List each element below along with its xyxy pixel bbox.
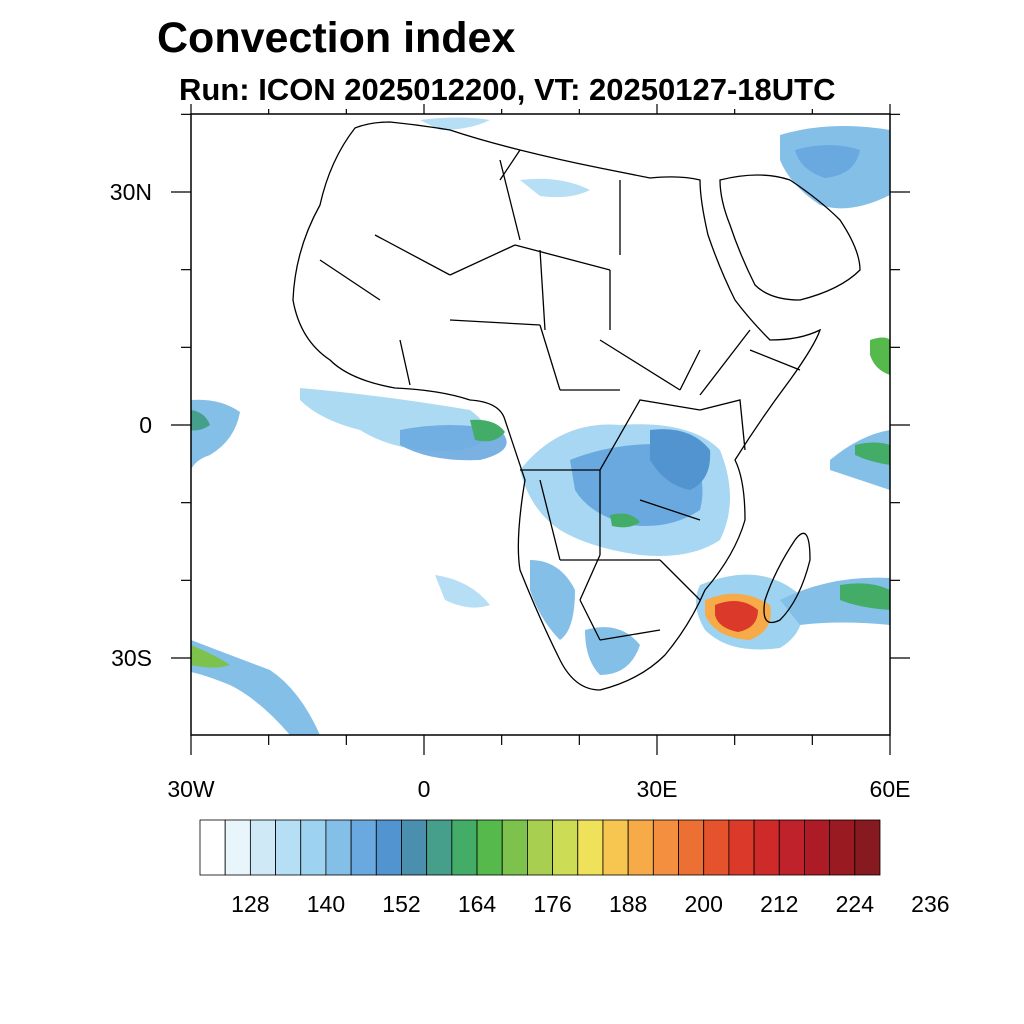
- shade-cyclone-core: [715, 601, 758, 632]
- colorbar-swatch: [829, 819, 856, 876]
- shade-lakes-core: [650, 429, 711, 490]
- colorbar-swatch: [778, 819, 805, 876]
- colorbar: [199, 819, 881, 876]
- colorbar-swatch: [652, 819, 679, 876]
- shade-south-atlantic: [435, 575, 490, 608]
- colorbar-tick-labels: 128 140 152 164 176 188 200 212 224 236: [231, 891, 949, 917]
- colorbar-swatch: [375, 819, 402, 876]
- colorbar-swatch: [602, 819, 629, 876]
- colorbar-swatch: [753, 819, 780, 876]
- colorbar-swatch: [199, 819, 226, 876]
- colorbar-swatch: [426, 819, 453, 876]
- colorbar-swatch: [501, 819, 528, 876]
- madagascar-coastline: [763, 532, 811, 624]
- shade-north-streak: [520, 178, 590, 198]
- shade-madagascar-green: [840, 583, 890, 610]
- colorbar-swatch: [224, 819, 251, 876]
- shade-middle-east-core: [795, 145, 860, 178]
- shade-green-spot: [610, 513, 640, 528]
- colorbar-label: 140: [307, 891, 345, 917]
- shade-gulf-core: [470, 419, 505, 442]
- border-east: [679, 329, 801, 451]
- colorbar-label: 224: [836, 891, 875, 917]
- colorbar-swatch: [703, 819, 730, 876]
- shade-indian-ocean-core: [855, 442, 890, 465]
- colorbar-swatch: [325, 819, 352, 876]
- colorbar-swatch: [451, 819, 478, 876]
- shade-med: [420, 117, 490, 130]
- colorbar-swatch: [854, 819, 881, 876]
- colorbar-swatch: [401, 819, 428, 876]
- axis-ticks: [171, 104, 910, 755]
- lon-label: 30W: [167, 776, 215, 802]
- africa-coastline: [292, 121, 822, 691]
- colorbar-swatch: [275, 819, 302, 876]
- colorbar-swatch: [577, 819, 604, 876]
- colorbar-label: 176: [533, 891, 571, 917]
- colorbar-swatch: [350, 819, 377, 876]
- lon-label: 30E: [637, 776, 678, 802]
- lat-label: 0: [139, 412, 152, 438]
- colorbar-label: 236: [911, 891, 949, 917]
- map-outlines: [292, 121, 861, 691]
- axis-labels: 30N 0 30S 30W 0 30E 60E: [110, 179, 911, 802]
- shade-east-edge: [870, 337, 890, 375]
- border-central: [520, 399, 701, 641]
- colorbar-swatch: [804, 819, 831, 876]
- shade-sw-atlantic-core: [191, 645, 230, 668]
- colorbar-swatch: [249, 819, 276, 876]
- colorbar-swatch: [476, 819, 503, 876]
- colorbar-label: 188: [609, 891, 647, 917]
- shade-angola-namibia: [530, 560, 575, 640]
- colorbar-swatch: [300, 819, 327, 876]
- colorbar-swatch: [552, 819, 579, 876]
- arabia-coastline: [719, 174, 861, 301]
- colorbar-label: 200: [685, 891, 723, 917]
- convection-shading: [191, 117, 890, 735]
- colorbar-label: 152: [382, 891, 420, 917]
- colorbar-swatch: [678, 819, 705, 876]
- shade-west-edge: [191, 399, 240, 470]
- colorbar-label: 212: [760, 891, 798, 917]
- lon-label: 60E: [870, 776, 911, 802]
- colorbar-swatch: [527, 819, 553, 876]
- lat-label: 30N: [110, 179, 152, 205]
- chart-title: Convection index: [157, 14, 516, 62]
- shade-west-core: [191, 410, 210, 431]
- lat-label: 30S: [111, 645, 152, 671]
- chart-subtitle: Run: ICON 2025012200, VT: 20250127-18UTC: [179, 72, 836, 107]
- lon-label: 0: [418, 776, 431, 802]
- colorbar-swatch: [728, 819, 755, 876]
- shade-south-africa: [585, 627, 640, 675]
- colorbar-label: 128: [231, 891, 269, 917]
- colorbar-label: 164: [458, 891, 497, 917]
- colorbar-swatch: [627, 819, 654, 876]
- border-sahara: [319, 149, 681, 391]
